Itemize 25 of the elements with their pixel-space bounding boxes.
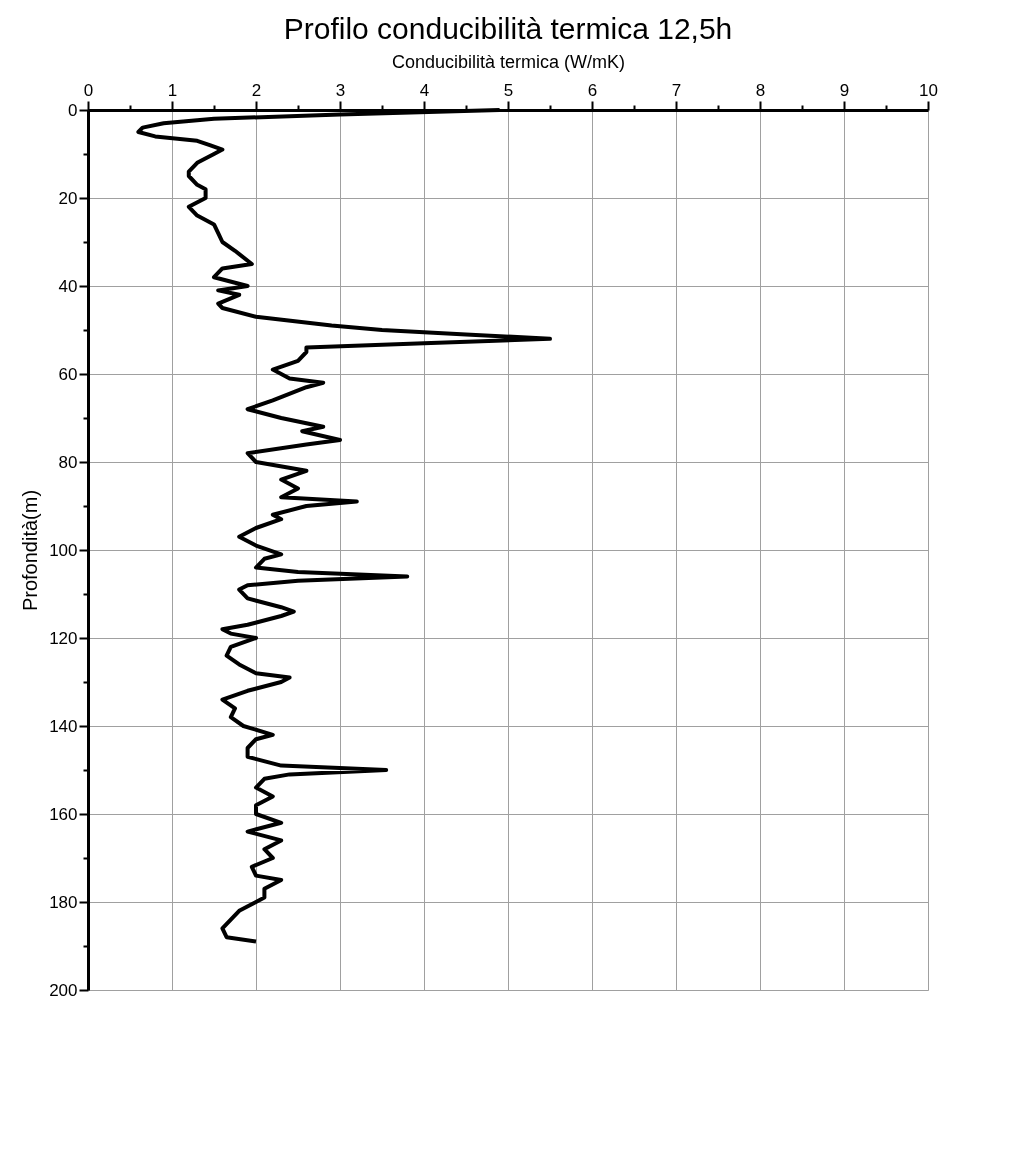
x-tick-label: 6: [587, 80, 598, 100]
x-tick-label: 9: [839, 80, 850, 100]
y-tick-label: 80: [58, 452, 78, 472]
y-tick-label: 200: [49, 980, 78, 1000]
x-tick-label: 4: [419, 80, 430, 100]
y-tick-label: 20: [58, 188, 78, 208]
y-tick-label: 100: [49, 540, 78, 560]
x-axis-title: Conducibilità termica (W/mK): [391, 51, 626, 72]
y-tick-label: 120: [49, 628, 78, 648]
x-tick-label: 10: [919, 80, 938, 100]
y-tick-label: 40: [58, 276, 78, 296]
y-tick-label: 0: [68, 100, 78, 120]
x-tick-label: 7: [671, 80, 682, 100]
x-tick-label: 1: [167, 80, 178, 100]
y-tick-label: 140: [49, 716, 78, 736]
y-tick-label: 60: [58, 364, 78, 384]
x-tick-label: 5: [503, 80, 514, 100]
x-tick-label: 0: [83, 80, 94, 100]
y-tick-label: 160: [49, 804, 78, 824]
x-tick-label: 3: [335, 80, 346, 100]
x-tick-label: 2: [251, 80, 262, 100]
y-tick-label: 180: [49, 892, 78, 912]
chart-title: Profilo conducibilità termica 12,5h: [283, 12, 733, 45]
y-axis-title: Profondità(m): [19, 489, 42, 612]
x-tick-label: 8: [755, 80, 766, 100]
